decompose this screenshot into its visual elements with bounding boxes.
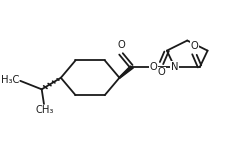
- Polygon shape: [119, 66, 133, 78]
- Text: O: O: [190, 41, 198, 51]
- Text: O: O: [117, 40, 125, 50]
- Text: N: N: [171, 62, 178, 72]
- Text: H₃C: H₃C: [1, 75, 19, 85]
- Text: O: O: [149, 62, 157, 72]
- Text: O: O: [157, 67, 165, 77]
- Text: CH₃: CH₃: [36, 105, 54, 116]
